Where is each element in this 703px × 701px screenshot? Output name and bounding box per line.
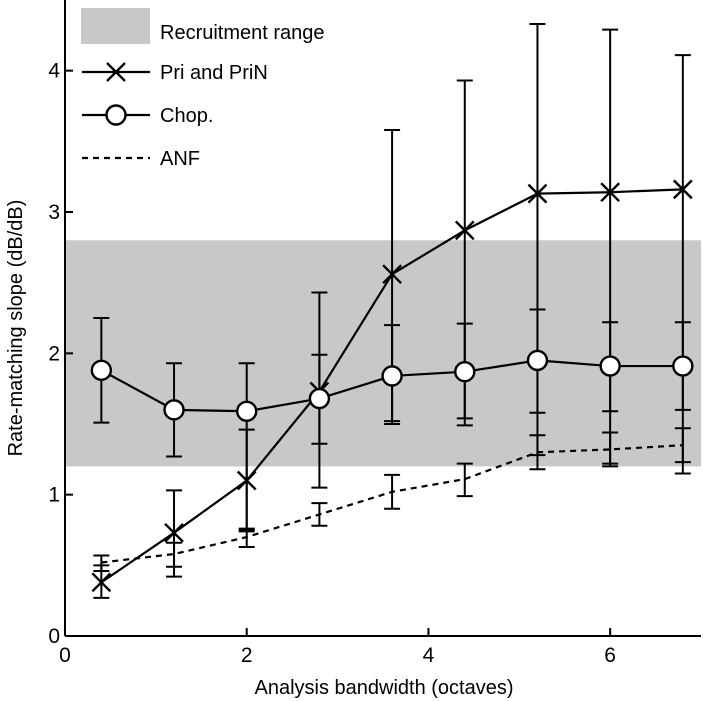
data-point-chop <box>163 399 185 421</box>
legend: Recruitment range Pri and PriN Chop. ANF <box>81 8 325 170</box>
error-bar-chop <box>238 362 255 533</box>
y-tick-label: 3 <box>48 201 60 224</box>
data-point-pri <box>527 183 548 204</box>
marker-stroke <box>164 522 184 543</box>
x-tick-label: 6 <box>604 644 616 667</box>
series-layer <box>90 23 694 599</box>
x-axis-title: Analysis bandwidth (octaves) <box>254 677 513 699</box>
ticks: 0 2 4 6 0 1 2 3 4 <box>48 60 616 667</box>
data-point-pri <box>600 182 620 203</box>
legend-item-chop: Chop. <box>82 104 213 127</box>
band-layer <box>65 240 701 467</box>
data-point-pri <box>454 220 475 241</box>
marker-stroke <box>91 572 112 593</box>
data-point-chop <box>526 349 549 372</box>
marker-stroke <box>527 183 548 204</box>
data-point-pri <box>672 179 693 200</box>
data-point-chop <box>308 387 331 410</box>
legend-label-anf: ANF <box>160 148 200 170</box>
data-point-chop <box>599 355 621 377</box>
y-tick-label: 2 <box>48 342 60 365</box>
axes <box>64 0 701 637</box>
legend-swatch-band <box>81 8 150 44</box>
recruitment-band <box>65 240 701 467</box>
x-tick-label: 0 <box>59 644 71 667</box>
data-point-chop <box>236 400 258 422</box>
data-point-pri <box>91 572 112 593</box>
error-bar-chop <box>311 353 328 489</box>
legend-marker-pri <box>106 62 126 82</box>
x-tick-label: 2 <box>241 644 253 667</box>
data-point-chop <box>672 355 694 377</box>
y-tick-label: 4 <box>48 60 60 83</box>
y-tick-label: 0 <box>48 625 60 648</box>
data-point-chop <box>381 365 403 387</box>
legend-marker-chop <box>105 104 127 126</box>
error-bar-anf <box>456 462 473 498</box>
data-point-pri <box>382 264 402 285</box>
x-tick-label: 4 <box>423 644 435 667</box>
y-axis-title: Rate-matching slope (dB/dB) <box>5 200 27 457</box>
marker-stroke <box>672 179 693 200</box>
legend-label-chop: Chop. <box>160 105 213 127</box>
data-point-chop <box>454 361 476 383</box>
marker-stroke <box>382 264 402 285</box>
legend-label-pri: Pri and PriN <box>160 62 268 84</box>
data-point-chop <box>90 359 113 381</box>
legend-item-pri: Pri and PriN <box>82 62 268 84</box>
data-point-pri <box>164 522 184 543</box>
series-line-anf <box>101 444 683 564</box>
y-tick-label: 1 <box>48 484 60 507</box>
marker-stroke <box>106 62 126 82</box>
legend-label-band: Recruitment range <box>160 22 325 44</box>
marker-stroke <box>600 182 620 203</box>
legend-item-anf: ANF <box>82 148 200 170</box>
marker-stroke <box>454 220 475 241</box>
series-chop <box>90 308 694 533</box>
